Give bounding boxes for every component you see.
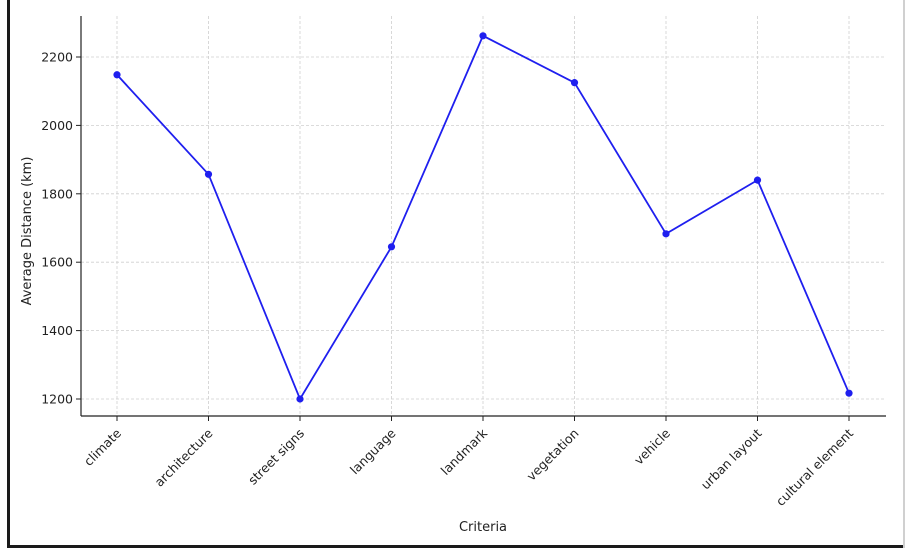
- x-tick-label: climate: [81, 425, 125, 469]
- data-point: [387, 243, 396, 251]
- x-tick-label: vehicle: [631, 425, 673, 467]
- data-point: [753, 176, 762, 184]
- data-point: [479, 32, 487, 40]
- y-tick-label: 1400: [41, 323, 73, 338]
- y-tick-label: 2200: [41, 50, 73, 65]
- y-tick-label: 1600: [41, 255, 73, 270]
- y-tick-label: 2000: [41, 118, 73, 133]
- data-point: [570, 79, 579, 87]
- y-tick-label: 1200: [41, 392, 73, 407]
- grid-lines: [81, 16, 886, 416]
- data-point: [662, 230, 670, 238]
- x-tick-label: urban layout: [698, 425, 765, 492]
- x-tick-label: language: [347, 425, 399, 477]
- x-tick-label: landmark: [438, 425, 491, 478]
- x-tick-label: vegetation: [523, 426, 581, 484]
- data-point: [296, 395, 304, 403]
- frame-left-border: [7, 0, 10, 548]
- x-axis-label: Criteria: [459, 520, 507, 535]
- data-point: [113, 71, 121, 79]
- frame-bottom-border: [7, 545, 903, 548]
- x-tick-label: street signs: [245, 426, 307, 488]
- x-tick-label: cultural element: [773, 425, 856, 508]
- frame-right-border: [903, 0, 905, 548]
- y-axis-label: Average Distance (km): [20, 157, 35, 306]
- axes: [80, 16, 886, 417]
- data-point: [204, 170, 213, 178]
- x-tick-label: architecture: [152, 425, 216, 489]
- data-series: [113, 32, 853, 403]
- data-point: [845, 389, 853, 397]
- y-axis-ticks: 1200 1400 1600 1800 2000 2200: [41, 50, 81, 407]
- x-axis-ticks: climate architecture street signs language l…: [81, 416, 856, 509]
- y-tick-label: 1800: [41, 186, 73, 201]
